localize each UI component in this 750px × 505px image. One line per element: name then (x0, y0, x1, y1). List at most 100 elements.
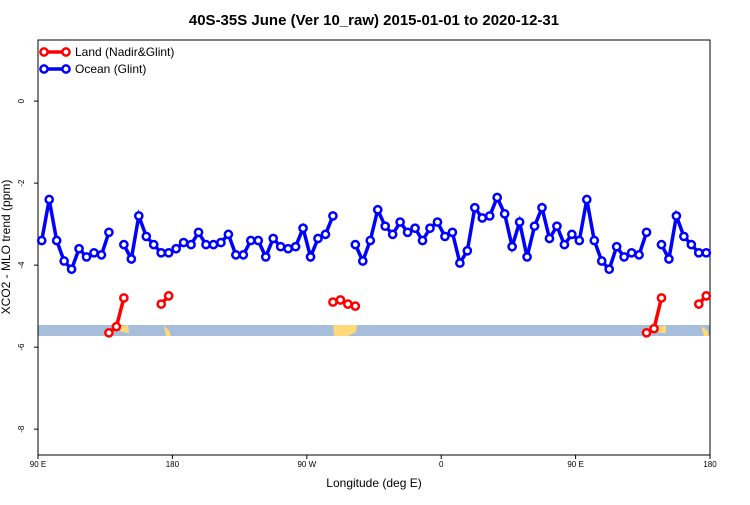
data-point (469, 202, 480, 213)
data-point (574, 235, 585, 246)
data-point (298, 223, 308, 234)
data-point (245, 235, 256, 246)
data-point (216, 237, 226, 248)
data-point (664, 254, 674, 264)
data-point (537, 202, 547, 213)
x-tick-label: 90 W (297, 460, 316, 469)
data-point (350, 301, 361, 311)
legend-label: Ocean (Glint) (75, 62, 146, 76)
data-point (59, 256, 69, 266)
y-tick-label: -6 (17, 343, 26, 351)
data-point (350, 239, 361, 250)
data-point (432, 217, 443, 227)
data-point (104, 327, 114, 338)
data-point (283, 243, 293, 254)
land-patch (655, 325, 666, 333)
y-tick-label: -2 (17, 179, 26, 187)
data-point (268, 233, 279, 244)
data-point (634, 250, 644, 260)
data-point (529, 221, 540, 232)
data-point (686, 239, 697, 250)
data-point (693, 247, 704, 258)
data-point (425, 223, 435, 234)
data-point (484, 211, 495, 221)
data-point (193, 227, 204, 238)
data-point (596, 256, 607, 266)
chart-title: 40S-35S June (Ver 10_raw) 2015-01-01 to … (189, 12, 559, 29)
data-point (492, 192, 503, 203)
legend-marker (61, 47, 71, 57)
land-patch (333, 325, 357, 336)
data-point (44, 194, 55, 205)
data-point (559, 239, 570, 250)
data-point (567, 229, 577, 240)
data-point (440, 231, 450, 242)
data-point (171, 243, 181, 254)
data-point (365, 235, 376, 246)
data-point (313, 233, 323, 244)
data-point (626, 247, 637, 258)
x-axis-label: Longitude (deg E) (326, 476, 421, 490)
data-point (402, 227, 413, 238)
data-point (328, 211, 338, 221)
data-point (499, 209, 510, 219)
data-point (290, 241, 301, 252)
data-point (156, 299, 167, 309)
data-point (81, 252, 92, 262)
legend-marker (39, 47, 49, 57)
data-point (604, 264, 615, 275)
land-patch (701, 326, 709, 336)
x-tick-label: 0 (439, 460, 444, 469)
data-point (395, 217, 405, 227)
data-point (701, 247, 712, 258)
data-point (522, 252, 532, 262)
data-point (275, 241, 286, 252)
mask-band (38, 325, 710, 336)
data-point (238, 250, 249, 260)
y-axis-label: XCO2 - MLO trend (ppm) (0, 180, 13, 315)
data-point (656, 293, 667, 303)
data-point (119, 293, 129, 303)
data-point (186, 239, 196, 250)
x-tick-label: 180 (703, 460, 717, 469)
land-mask (38, 325, 710, 336)
data-point (387, 229, 398, 240)
data-point (163, 291, 174, 301)
data-point (320, 229, 331, 240)
data-point (66, 264, 77, 275)
data-point (693, 299, 704, 309)
data-point (36, 235, 47, 246)
data-point (357, 256, 368, 266)
data-point (581, 194, 592, 205)
data-point (178, 237, 189, 248)
legend-marker (39, 64, 49, 74)
data-point (410, 223, 420, 234)
land-patch (164, 326, 171, 336)
data-point (649, 323, 659, 334)
data-point (133, 211, 144, 221)
data-point (141, 231, 152, 242)
x-tick-label: 180 (166, 460, 180, 469)
data-point (335, 295, 346, 305)
data-point (552, 221, 562, 232)
data-point (619, 252, 629, 262)
legend-marker (61, 64, 71, 74)
data-point (611, 241, 622, 252)
data-point (380, 221, 391, 232)
data-point (89, 247, 99, 258)
data-point (96, 250, 107, 260)
data-point (119, 239, 129, 250)
data-point (74, 243, 84, 254)
data-point (231, 250, 241, 260)
data-point (372, 204, 383, 215)
x-tick-label: 90 E (30, 460, 46, 469)
data-point (148, 239, 159, 250)
data-point (201, 239, 211, 250)
data-point (544, 233, 555, 244)
data-point (589, 235, 600, 246)
data-point (343, 299, 353, 309)
legend-label: Land (Nadir&Glint) (75, 45, 174, 59)
data-point (641, 227, 652, 238)
data-point (223, 229, 234, 240)
